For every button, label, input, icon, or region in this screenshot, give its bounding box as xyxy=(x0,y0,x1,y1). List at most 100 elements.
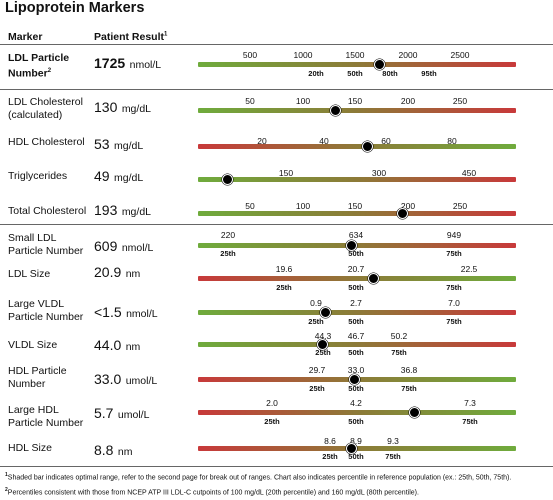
reference-range-bar xyxy=(198,446,516,451)
percentile-label: 25th xyxy=(308,317,324,326)
result-value: 53 xyxy=(94,136,110,152)
patient-result-marker xyxy=(367,273,379,284)
patient-result: <1.5 nmol/L xyxy=(94,304,158,322)
result-value: 1725 xyxy=(94,55,126,71)
range-tick-label: 20.7 xyxy=(347,264,365,274)
patient-result: 44.0 nm xyxy=(94,337,140,355)
reference-range-bar xyxy=(198,62,516,67)
percentile-label: 50th xyxy=(348,384,364,393)
result-unit: mg/dL xyxy=(121,103,151,115)
percentile-label: 20th xyxy=(308,69,324,78)
percentile-label: 75th xyxy=(391,348,407,357)
marker-name: Small LDL Particle Number xyxy=(8,232,84,257)
patient-result-marker xyxy=(329,105,341,116)
range-tick-label: 1500 xyxy=(345,50,365,60)
range-tick-label: 220 xyxy=(220,230,236,240)
range-tick-label: 450 xyxy=(461,168,477,178)
patient-result: 130 mg/dL xyxy=(94,99,151,117)
footer-divider xyxy=(0,466,553,467)
range-tick-label: 22.5 xyxy=(460,264,478,274)
percentile-label: 25th xyxy=(309,384,325,393)
patient-result: 193 mg/dL xyxy=(94,202,151,220)
marker-name: Large VLDL Particle Number xyxy=(8,298,84,323)
percentile-label: 50th xyxy=(348,249,364,258)
result-value: 5.7 xyxy=(94,405,114,421)
percentile-label: 80th xyxy=(382,69,398,78)
reference-range-bar xyxy=(198,342,516,347)
result-value: 609 xyxy=(94,238,118,254)
patient-result-marker xyxy=(317,339,329,350)
range-tick-label: 2.7 xyxy=(350,298,362,308)
patient-result-marker xyxy=(374,59,386,70)
marker-name: Total Cholesterol xyxy=(8,205,87,217)
patient-result: 53 mg/dL xyxy=(94,136,143,154)
percentile-label: 75th xyxy=(385,452,401,461)
range-tick-label: 200 xyxy=(400,201,416,211)
range-tick-label: 44.3 xyxy=(314,331,332,341)
percentile-label: 50th xyxy=(348,417,364,426)
marker-name: VLDL Size xyxy=(8,339,58,351)
patient-result: 33.0 umol/L xyxy=(94,371,157,389)
range-tick-label: 80 xyxy=(447,136,457,146)
marker-name: LDL Particle Number2 xyxy=(8,52,92,81)
row-divider xyxy=(0,89,553,90)
percentile-label: 25th xyxy=(315,348,331,357)
patient-result: 5.7 umol/L xyxy=(94,405,149,423)
patient-result: 8.8 nm xyxy=(94,442,133,460)
marker-name: HDL Cholesterol xyxy=(8,136,85,148)
marker-footnote-ref: 2 xyxy=(47,68,52,74)
patient-result-marker xyxy=(221,174,233,185)
result-unit: mg/dL xyxy=(114,172,144,184)
percentile-label: 50th xyxy=(348,283,364,292)
marker-name: HDL Size xyxy=(8,442,52,454)
marker-column-header: Marker xyxy=(8,31,43,43)
patient-result-marker xyxy=(348,374,360,385)
range-tick-label: 7.3 xyxy=(464,398,476,408)
range-tick-label: 100 xyxy=(295,96,311,106)
result-unit: nmol/L xyxy=(121,242,154,254)
range-tick-label: 33.0 xyxy=(347,365,365,375)
result-unit: nm xyxy=(125,341,141,353)
range-tick-label: 8.9 xyxy=(350,436,362,446)
footnote-1: 1Shaded bar indicates optimal range, ref… xyxy=(5,472,512,482)
percentile-label: 75th xyxy=(401,384,417,393)
patient-result-marker xyxy=(345,443,357,454)
percentile-label: 50th xyxy=(347,69,363,78)
reference-range-bar xyxy=(198,144,516,149)
percentile-label: 25th xyxy=(220,249,236,258)
result-column-header: Patient Result1 xyxy=(94,31,168,43)
result-unit: nm xyxy=(117,446,133,458)
range-tick-label: 250 xyxy=(452,201,468,211)
result-unit: umol/L xyxy=(125,375,158,387)
result-unit: umol/L xyxy=(117,409,150,421)
patient-result-marker xyxy=(396,208,408,219)
result-value: 193 xyxy=(94,202,118,218)
section-divider xyxy=(0,224,553,225)
reference-range-bar xyxy=(198,410,516,415)
range-tick-label: 200 xyxy=(400,96,416,106)
patient-result: 49 mg/dL xyxy=(94,168,143,186)
range-tick-label: 150 xyxy=(278,168,294,178)
range-tick-label: 0.9 xyxy=(310,298,322,308)
percentile-label: 75th xyxy=(446,249,462,258)
result-unit: nm xyxy=(125,268,141,280)
range-tick-label: 1000 xyxy=(293,50,313,60)
percentile-label: 95th xyxy=(421,69,437,78)
patient-result-marker xyxy=(320,307,332,318)
marker-name: HDL Particle Number xyxy=(8,365,67,390)
result-value: 8.8 xyxy=(94,442,114,458)
marker-name: LDL Cholesterol (calculated) xyxy=(8,96,83,121)
range-tick-label: 634 xyxy=(348,230,364,240)
result-value: 33.0 xyxy=(94,371,122,387)
reference-range-bar xyxy=(198,310,516,315)
result-unit: mg/dL xyxy=(121,206,151,218)
reference-range-bar xyxy=(198,108,516,113)
range-tick-label: 2.0 xyxy=(266,398,278,408)
patient-result: 20.9 nm xyxy=(94,264,140,282)
range-tick-label: 20 xyxy=(257,136,267,146)
range-tick-label: 50 xyxy=(245,96,255,106)
range-tick-label: 100 xyxy=(295,201,311,211)
patient-result-marker xyxy=(409,407,421,418)
range-tick-label: 2500 xyxy=(450,50,470,60)
range-tick-label: 4.2 xyxy=(350,398,362,408)
